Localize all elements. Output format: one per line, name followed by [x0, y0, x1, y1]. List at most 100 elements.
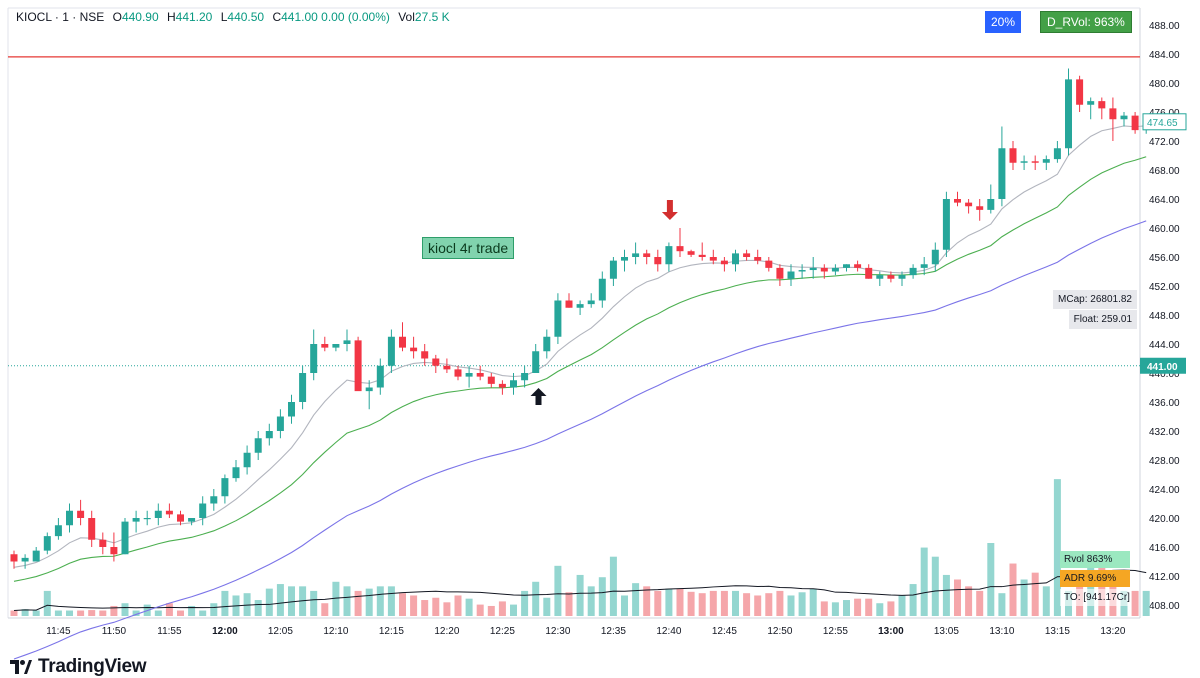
volume-bar	[831, 602, 839, 616]
candle-body	[843, 264, 850, 268]
ema-slow-line	[13, 220, 1147, 660]
volume-bar	[99, 610, 107, 616]
ema-fast-line	[13, 125, 1147, 568]
candle-body	[376, 365, 384, 388]
volume-bar	[354, 590, 362, 616]
time-tick-label: 12:05	[268, 626, 293, 637]
volume-bar	[898, 595, 906, 616]
drvol-badge: D_RVol: 963%	[1040, 11, 1132, 33]
volume-bar	[210, 603, 218, 616]
candle-body	[698, 254, 706, 257]
change-value: 0.00 (0.00%)	[321, 10, 390, 24]
price-tick-label: 412.00	[1149, 572, 1180, 583]
volume-bar	[942, 574, 950, 616]
candle-body	[776, 267, 784, 279]
volume-bar	[88, 610, 96, 616]
candle-body	[177, 514, 184, 522]
time-tick-label: 11:55	[157, 626, 182, 637]
volume-bar	[687, 591, 695, 616]
time-tick-label: 12:25	[490, 626, 515, 637]
time-tick-label: 12:45	[712, 626, 737, 637]
current-price-box	[1140, 357, 1186, 374]
volume-bar	[954, 579, 961, 616]
candle-body	[387, 336, 395, 366]
volume-bar	[365, 588, 373, 616]
volume-bar	[498, 601, 506, 616]
open-value: 440.90	[121, 10, 159, 24]
candle-body	[154, 510, 162, 518]
volume-bar	[632, 583, 640, 616]
volume-bar	[10, 610, 18, 616]
candle-body	[954, 199, 961, 203]
mcap-box: MCap: 26801.82	[1053, 290, 1137, 309]
candle-body	[621, 257, 628, 261]
volume-bar	[465, 598, 473, 616]
candle-body	[32, 550, 40, 562]
candle-body	[831, 267, 839, 272]
volume-bar	[1142, 590, 1150, 616]
candle-body	[365, 387, 373, 392]
candle-body	[165, 510, 173, 515]
candle-body	[1042, 159, 1050, 163]
time-tick-label: 11:50	[102, 626, 127, 637]
open-label: O	[112, 10, 122, 24]
volume-bar	[321, 603, 329, 616]
low-value: 440.50	[227, 10, 265, 24]
time-tick-label: 13:00	[878, 626, 904, 637]
volume-value: 27.5 K	[414, 10, 450, 24]
candle-body	[265, 431, 273, 439]
time-tick-label: 12:20	[434, 626, 459, 637]
volume-bar	[199, 610, 207, 616]
price-tick-label: 472.00	[1149, 137, 1180, 148]
candle-body	[77, 510, 85, 518]
candle-body	[10, 554, 18, 562]
candle-body	[43, 536, 51, 551]
price-tick-label: 440.00	[1149, 369, 1180, 380]
candle-body	[432, 358, 440, 366]
candle-body	[965, 202, 973, 207]
volume-bar	[576, 574, 584, 616]
close-value: 441.00	[281, 10, 318, 24]
volume-bar	[521, 590, 529, 616]
rvol-stat: Rvol 863%	[1060, 551, 1130, 568]
time-tick-label: 12:00	[212, 626, 238, 637]
price-tick-label: 424.00	[1149, 485, 1180, 496]
candle-body	[909, 267, 917, 276]
volume-bar	[743, 593, 751, 616]
time-tick-label: 12:10	[323, 626, 348, 637]
candle-body	[99, 539, 107, 547]
price-tick-label: 436.00	[1149, 398, 1180, 409]
volume-bar	[476, 604, 484, 616]
volume-ma-line	[13, 569, 1147, 612]
volume-bar	[987, 543, 995, 616]
volume-bar	[709, 590, 717, 616]
volume-bar	[965, 586, 973, 616]
candle-body	[665, 246, 673, 265]
ohlc-header: KIOCL · 1 · NSE O440.90 H441.20 L440.50 …	[16, 10, 450, 24]
candle-body	[576, 304, 584, 308]
price-tick-label: 464.00	[1149, 195, 1180, 206]
low-label: L	[220, 10, 228, 24]
candle-body	[787, 271, 795, 279]
price-tick-label: 468.00	[1149, 166, 1180, 177]
volume-bar	[154, 610, 162, 616]
volume-bar	[698, 593, 706, 616]
time-tick-label: 13:15	[1045, 626, 1070, 637]
volume-bar	[66, 610, 73, 616]
candle-body	[132, 518, 140, 522]
candle-body	[687, 251, 695, 255]
volume-bar	[432, 597, 440, 616]
volume-bar	[532, 581, 540, 616]
volume-bar	[221, 590, 229, 616]
volume-bar	[1031, 572, 1039, 616]
turnover-stat: TO: [941.17Cr]	[1060, 589, 1130, 606]
candle-body	[1065, 79, 1072, 149]
volume-bar	[276, 584, 284, 616]
price-tick-label: 420.00	[1149, 514, 1180, 525]
candle-body	[88, 518, 96, 540]
candle-body	[454, 369, 462, 377]
volume-bar	[265, 588, 273, 616]
candle-body	[920, 264, 928, 268]
candle-body	[221, 478, 229, 497]
